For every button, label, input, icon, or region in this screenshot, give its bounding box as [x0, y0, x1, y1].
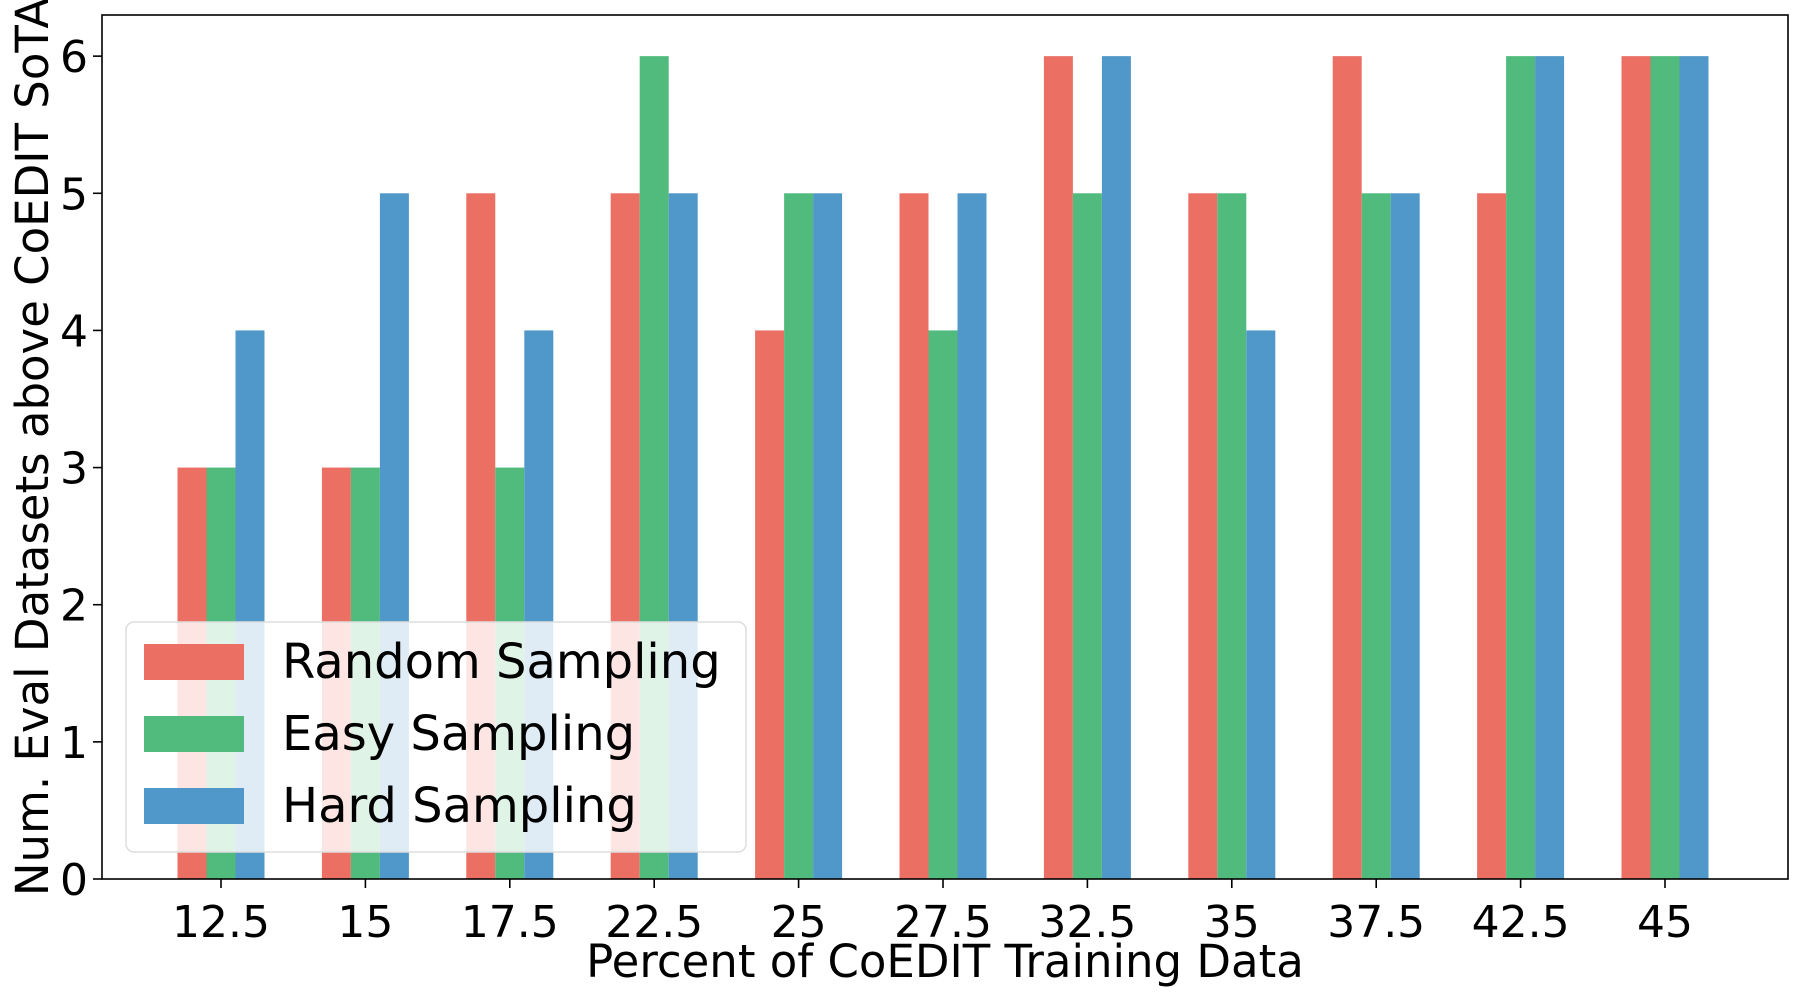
- bar-hard-sampling-37-5: [1390, 193, 1420, 880]
- x-tick-label: 25: [771, 897, 827, 948]
- bar-hard-sampling-42-5: [1535, 56, 1565, 879]
- bar-easy-sampling-37-5: [1361, 193, 1391, 880]
- bar-random-sampling-32-5: [1043, 56, 1073, 879]
- legend: Random Sampling Easy Sampling Hard Sampl…: [125, 621, 747, 853]
- legend-label-random: Random Sampling: [282, 634, 721, 690]
- x-tick-label: 17.5: [461, 897, 559, 948]
- bar-hard-sampling-27-5: [957, 193, 987, 880]
- y-tick-label: 2: [60, 581, 88, 632]
- x-tick-label: 15: [337, 897, 393, 948]
- bar-random-sampling-35: [1188, 193, 1218, 880]
- y-tick-label: 4: [60, 306, 88, 357]
- bar-easy-sampling-35: [1217, 193, 1247, 880]
- bar-hard-sampling-25: [813, 193, 843, 880]
- x-tick-label: 32.5: [1038, 897, 1136, 948]
- x-tick-label: 35: [1204, 897, 1260, 948]
- y-tick-label: 5: [60, 169, 88, 220]
- bar-easy-sampling-25: [784, 193, 814, 880]
- bar-random-sampling-27-5: [899, 193, 929, 880]
- y-tick-label: 3: [60, 444, 88, 495]
- legend-label-easy: Easy Sampling: [282, 706, 635, 762]
- x-axis: 12.5 15 17.5 22.5 25 27.5 32.5 35 37.5 42.5 45: [172, 879, 1693, 948]
- bar-random-sampling-25: [755, 330, 785, 879]
- bar-hard-sampling-45: [1679, 56, 1709, 879]
- plot-frame: [101, 14, 1789, 880]
- bar-hard-sampling-32-5: [1101, 56, 1131, 879]
- bar-easy-sampling-27-5: [928, 330, 958, 879]
- x-tick-label: 22.5: [605, 897, 703, 948]
- bar-easy-sampling-42-5: [1506, 56, 1536, 879]
- x-tick-label: 27.5: [894, 897, 992, 948]
- legend-label-hard: Hard Sampling: [282, 778, 637, 834]
- x-tick-label: 37.5: [1327, 897, 1425, 948]
- legend-swatch-easy: [144, 716, 244, 752]
- x-tick-label: 12.5: [172, 897, 270, 948]
- bar-easy-sampling-45: [1650, 56, 1680, 879]
- legend-swatch-random: [144, 644, 244, 680]
- y-axis: 0 1 2 3 4 5 6: [60, 32, 102, 906]
- bar-random-sampling-37-5: [1332, 56, 1362, 879]
- bar-random-sampling-45: [1621, 56, 1651, 879]
- bar-hard-sampling-35: [1246, 330, 1276, 879]
- x-tick-label: 42.5: [1472, 897, 1570, 948]
- x-axis-label: Percent of CoEDIT Training Data: [586, 935, 1304, 988]
- bar-easy-sampling-32-5: [1072, 193, 1102, 880]
- y-tick-label: 1: [60, 718, 88, 769]
- y-tick-label: 6: [60, 32, 88, 83]
- bar-random-sampling-42-5: [1477, 193, 1507, 880]
- x-tick-label: 45: [1637, 897, 1693, 948]
- legend-swatch-hard: [144, 788, 244, 824]
- y-tick-label: 0: [60, 855, 88, 906]
- legend-box: [125, 621, 747, 853]
- y-axis-label: Num. Eval Datasets above CoEDIT SoTA: [6, 0, 59, 896]
